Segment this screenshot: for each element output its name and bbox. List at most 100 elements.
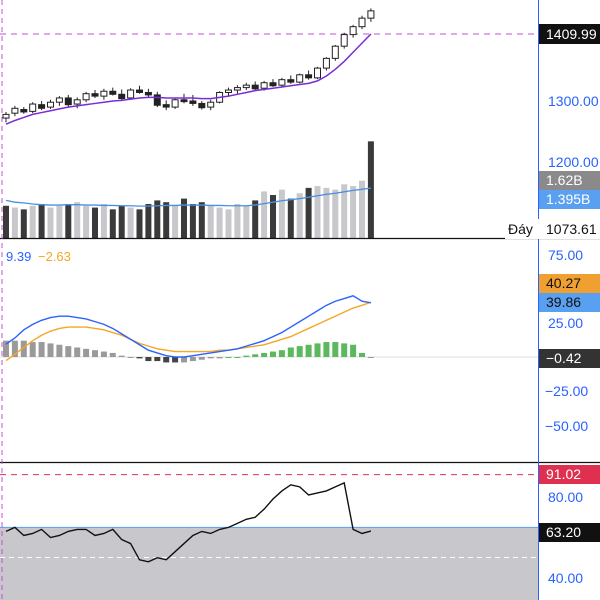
volume-ma-value: 1.395B	[546, 191, 590, 207]
macd-hist-bar	[359, 352, 365, 357]
candle	[287, 75, 295, 84]
candle	[64, 94, 72, 108]
volume-bar	[359, 180, 365, 238]
volume-bar	[11, 207, 18, 238]
candle	[55, 96, 63, 106]
candle	[251, 81, 259, 91]
candle	[269, 79, 277, 87]
candle-body	[305, 74, 313, 79]
price-tick-1300: 1300.00	[548, 93, 599, 109]
candle-body	[233, 87, 241, 91]
candle-body	[260, 82, 268, 89]
rsi-tick-80: 80.00	[548, 489, 583, 505]
macd-line-path	[5, 295, 372, 358]
volume-bar	[56, 205, 63, 238]
hist-tag: −0.42	[539, 349, 600, 368]
candle	[38, 101, 46, 111]
candle-body	[47, 101, 54, 108]
candle-body	[189, 100, 197, 104]
macd-hist-bar	[350, 344, 357, 357]
macd-hist-bar	[20, 340, 27, 357]
reference-lines	[0, 33, 538, 476]
volume-bar	[261, 191, 268, 238]
macd-hist-bar	[136, 357, 143, 359]
macd-hist-bar	[92, 350, 98, 357]
macd-hist-bar	[207, 357, 214, 359]
day-low-tag: Đáy 1073.61	[505, 219, 600, 239]
candle	[305, 70, 313, 80]
macd-tag-value: 39.86	[546, 294, 581, 310]
candle	[198, 101, 206, 110]
volume-bar	[207, 205, 214, 238]
rsi-upper-tag: 91.02	[539, 465, 600, 484]
volume-bar	[163, 202, 170, 238]
volume-bar	[323, 187, 330, 238]
macd-hist-bar	[225, 357, 232, 358]
rsi-tag: 63.20	[539, 523, 600, 542]
candle-body	[314, 67, 321, 79]
volume-bar	[234, 203, 241, 238]
macd-hist-bar	[278, 350, 285, 357]
volume-bar	[314, 186, 321, 238]
volume-bar	[136, 209, 143, 238]
macd-hist-bar	[172, 357, 179, 363]
volume-ma-path	[5, 187, 371, 207]
candle-body	[100, 90, 108, 97]
candle	[233, 85, 241, 94]
macd-hist-bar	[3, 340, 9, 357]
volume-bar	[181, 198, 187, 238]
macd-hist-bar	[38, 342, 45, 357]
candle-body	[340, 34, 348, 47]
candle	[278, 77, 286, 88]
last-price-tag: 1409.99	[539, 24, 600, 44]
candle	[20, 107, 28, 114]
volume-bar	[127, 207, 134, 238]
macd-hist-bar	[145, 357, 152, 362]
candle-body	[153, 94, 161, 106]
candle-body	[278, 79, 286, 86]
candle-body	[11, 107, 19, 114]
candle-body	[296, 74, 304, 83]
volume-bar	[145, 203, 152, 238]
volume-bar	[270, 195, 276, 238]
macd-hist-bar	[127, 357, 134, 358]
candle	[358, 15, 366, 30]
candle-body	[38, 104, 46, 109]
candle	[127, 88, 135, 100]
macd-hist-bar	[100, 351, 107, 357]
candle-body	[198, 102, 206, 109]
volume-bar	[38, 203, 45, 238]
volume-bar	[225, 209, 232, 238]
candle	[82, 91, 90, 103]
macd-hist-bar	[252, 354, 259, 357]
candle	[331, 44, 339, 61]
macd-hist-bar	[243, 355, 250, 357]
candle	[367, 8, 375, 22]
candle	[109, 87, 117, 96]
volume-bar	[252, 200, 259, 238]
candle	[118, 89, 126, 101]
candle	[314, 66, 321, 80]
macd-hist-bar	[118, 355, 125, 357]
volume-bar	[296, 193, 303, 238]
candle-body	[136, 89, 143, 93]
candle-body	[20, 109, 28, 113]
signal-legend-value: −2.63	[38, 249, 71, 264]
macd-lines	[5, 295, 372, 362]
candle-body	[109, 90, 117, 95]
volume-bar	[243, 205, 250, 238]
volume-bar	[189, 203, 196, 238]
macd-hist-bar	[189, 357, 196, 362]
candle	[189, 94, 197, 106]
candle-body	[322, 57, 330, 69]
rsi-line	[5, 481, 372, 563]
macd-tick-minus25: −25.00	[545, 383, 588, 399]
candle	[296, 73, 304, 84]
rsi-line-path	[5, 481, 372, 563]
macd-hist-bar	[296, 346, 303, 357]
candle	[207, 99, 215, 111]
candle-body	[180, 99, 188, 103]
candle-body	[171, 99, 179, 108]
